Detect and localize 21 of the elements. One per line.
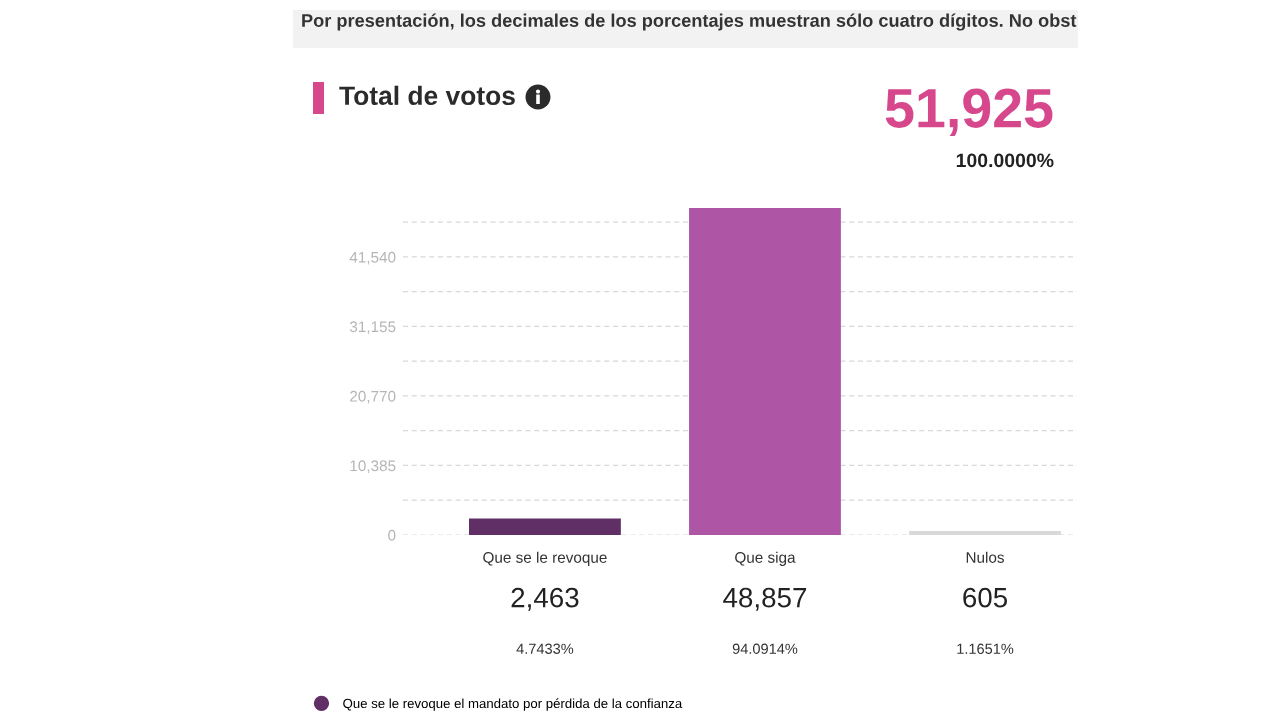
x-tick-label: Que se le revoque — [483, 551, 607, 566]
data-label: 2,463 — [511, 587, 579, 611]
text: 100.0000% — [956, 153, 1054, 168]
chart-title: Total de votos — [339, 85, 515, 106]
bar — [689, 208, 841, 535]
text: 4.7433% — [516, 643, 574, 654]
y-tick-label: 20,770 — [350, 390, 396, 404]
text: 51,925 — [885, 88, 1053, 136]
bar — [469, 518, 621, 535]
x-tick-label: Nulos — [966, 551, 1004, 563]
legend-label: Que se le revoque el mandato por pérdida de la confianza — [343, 698, 683, 711]
text: 1.1651% — [957, 643, 1014, 654]
data-label: 48,857 — [723, 587, 807, 611]
y-tick-label: 0 — [388, 529, 396, 541]
y-tick-label: 10,385 — [350, 460, 396, 473]
data-label: 605 — [963, 587, 1008, 608]
text: Por presentación, los decimales de los porcentajes muestran sólo cuatro dígitos. No obst — [302, 13, 1077, 31]
y-tick-label: 31,155 — [349, 321, 396, 334]
y-tick-label: 41,540 — [349, 251, 396, 265]
text: 94.0914% — [732, 643, 798, 654]
x-tick-label: Que siga — [735, 551, 796, 566]
